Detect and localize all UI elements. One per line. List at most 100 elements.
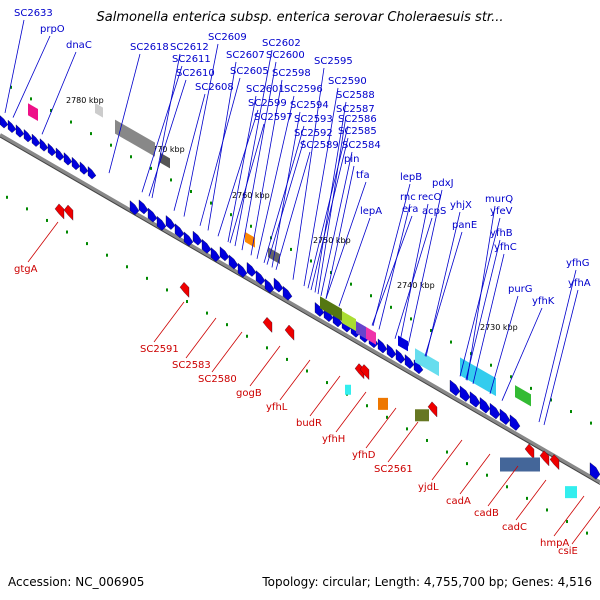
reverse-gene-label: cadA bbox=[446, 496, 471, 507]
scale-dot-lower bbox=[86, 242, 88, 246]
forward-feature-box bbox=[320, 296, 342, 321]
backbone-line bbox=[0, 133, 600, 485]
forward-gene bbox=[0, 115, 9, 129]
scale-dot-lower bbox=[506, 485, 508, 489]
forward-feature-box bbox=[115, 119, 155, 157]
forward-leader-line bbox=[538, 269, 577, 423]
scale-dot-upper bbox=[190, 190, 192, 194]
scale-dot-lower bbox=[446, 450, 448, 454]
scale-dot-lower bbox=[406, 427, 408, 431]
scale-dot-upper bbox=[530, 386, 532, 390]
forward-gene-label: SC2589 bbox=[300, 140, 339, 151]
forward-gene-label: SC2587 bbox=[336, 104, 375, 115]
scale-dot-lower bbox=[566, 520, 568, 524]
scale-dot-lower bbox=[326, 381, 328, 385]
forward-gene bbox=[138, 199, 149, 215]
scale-dot-upper bbox=[490, 363, 492, 367]
reverse-gene-label: yfhD bbox=[352, 450, 376, 461]
forward-leader-line bbox=[292, 67, 325, 280]
accession-text: Accession: NC_006905 bbox=[8, 575, 145, 589]
forward-gene-label: rnc bbox=[400, 192, 416, 203]
reverse-leader-line bbox=[249, 345, 281, 387]
forward-gene-label: SC2598 bbox=[272, 68, 311, 79]
forward-leader-line bbox=[234, 49, 273, 247]
forward-gene-label: SC2618 bbox=[130, 42, 169, 53]
forward-leader-line bbox=[263, 125, 305, 263]
scale-dot-lower bbox=[526, 496, 528, 500]
forward-gene bbox=[489, 402, 501, 420]
forward-gene-label: SC2601 bbox=[246, 84, 285, 95]
forward-gene-label: SC2596 bbox=[284, 84, 323, 95]
reverse-gene-label: csiE bbox=[558, 546, 578, 557]
forward-gene-label: yfhC bbox=[494, 242, 517, 253]
reverse-leader-line bbox=[211, 331, 243, 373]
forward-leader-line bbox=[501, 307, 543, 401]
reverse-feature-box bbox=[415, 409, 429, 422]
forward-gene bbox=[23, 129, 33, 143]
forward-gene-label: SC2599 bbox=[248, 98, 287, 109]
scale-dot-lower bbox=[586, 531, 588, 535]
forward-gene bbox=[282, 285, 293, 301]
reverse-gene bbox=[284, 324, 295, 341]
forward-gene-label: yfhG bbox=[566, 258, 590, 269]
scale-dot-lower bbox=[546, 508, 548, 512]
forward-gene bbox=[509, 414, 521, 431]
scale-dot-upper bbox=[430, 328, 432, 332]
forward-leader-line bbox=[141, 65, 183, 193]
reverse-gene-label: gtgA bbox=[14, 264, 38, 275]
scale-dot-lower bbox=[26, 207, 28, 211]
scale-dot-lower bbox=[426, 438, 428, 442]
forward-leader-line bbox=[241, 61, 277, 251]
scale-dot-lower bbox=[106, 253, 108, 257]
scale-dot-upper bbox=[170, 178, 172, 182]
scale-dot-upper bbox=[250, 224, 252, 228]
reverse-gene-label: SC2561 bbox=[374, 464, 413, 475]
scale-dot-upper bbox=[550, 398, 552, 402]
scale-dot-lower bbox=[306, 369, 308, 373]
forward-gene bbox=[71, 156, 81, 171]
scale-dot-lower bbox=[366, 404, 368, 408]
scale-dot-upper bbox=[310, 259, 312, 263]
scale-tick-label: 2740 kbp bbox=[397, 281, 435, 290]
forward-leader-line bbox=[325, 181, 367, 299]
reverse-gene-label: cadB bbox=[474, 508, 499, 519]
scale-dot-lower bbox=[166, 288, 168, 292]
scale-dot-lower bbox=[246, 334, 248, 338]
forward-feature-box bbox=[398, 335, 408, 352]
scale-dot-lower bbox=[266, 346, 268, 350]
forward-gene-label: acpS bbox=[422, 206, 446, 217]
scale-dot-upper bbox=[410, 317, 412, 321]
forward-gene-label: dnaC bbox=[66, 40, 92, 51]
reverse-gene-label: yfhL bbox=[266, 402, 288, 413]
reverse-leader-line bbox=[387, 421, 419, 463]
forward-gene bbox=[31, 133, 41, 147]
scale-tick-label: 2780 kbp bbox=[66, 96, 104, 105]
reverse-gene-label: budR bbox=[296, 418, 322, 429]
reverse-gene-label: yfhH bbox=[322, 434, 345, 445]
forward-leader-line bbox=[229, 123, 265, 244]
forward-gene bbox=[183, 231, 194, 247]
forward-leader-line bbox=[465, 239, 501, 380]
forward-gene-label: SC2611 bbox=[172, 54, 211, 65]
forward-gene-label: lepB bbox=[400, 172, 422, 183]
forward-gene-label: panE bbox=[452, 220, 477, 231]
forward-gene-label: yfeV bbox=[490, 206, 513, 217]
scale-dot-upper bbox=[50, 108, 52, 112]
forward-gene bbox=[165, 215, 176, 230]
forward-leader-line bbox=[227, 95, 257, 243]
scale-dot-upper bbox=[70, 120, 72, 124]
reverse-gene bbox=[54, 203, 65, 220]
forward-gene-label: SC2588 bbox=[336, 90, 375, 101]
reverse-gene bbox=[524, 443, 535, 460]
reverse-gene bbox=[359, 364, 370, 381]
reverse-leader-line bbox=[553, 495, 585, 537]
forward-leader-line bbox=[399, 203, 429, 342]
forward-gene bbox=[15, 124, 25, 138]
forward-gene-label: SC2608 bbox=[195, 82, 234, 93]
scale-dot-lower bbox=[46, 218, 48, 222]
forward-gene bbox=[219, 246, 230, 262]
scale-dot-lower bbox=[386, 415, 388, 419]
scale-dot-upper bbox=[230, 213, 232, 217]
forward-gene bbox=[255, 270, 266, 285]
